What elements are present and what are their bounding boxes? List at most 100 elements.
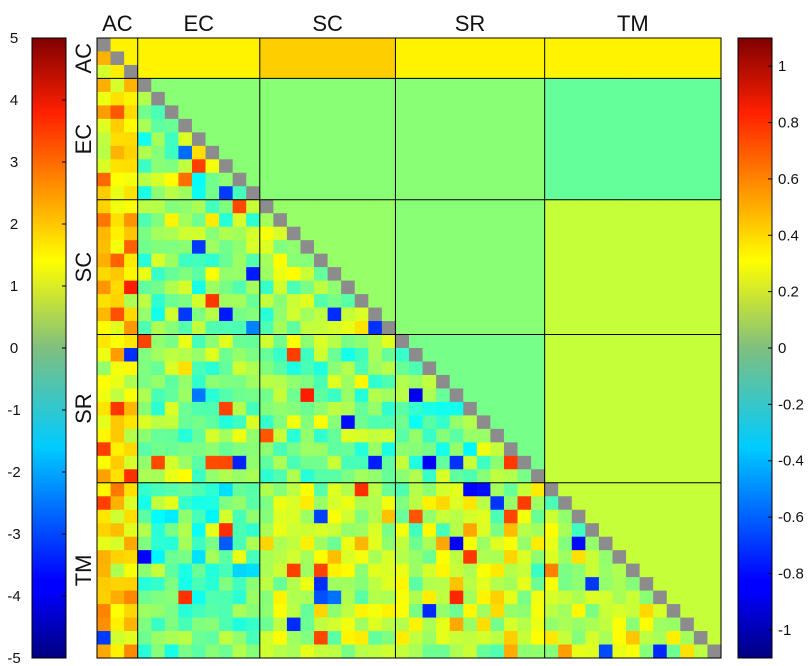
- element-cell: [137, 415, 152, 430]
- element-cell: [327, 604, 342, 619]
- block-mean-cell: [571, 361, 586, 376]
- element-cell: [259, 401, 274, 416]
- element-cell: [219, 280, 234, 295]
- diagonal-cell: [531, 469, 546, 484]
- element-cell: [219, 186, 234, 201]
- block-mean-cell: [409, 226, 424, 241]
- block-mean-cell: [598, 523, 614, 538]
- block-mean-cell: [544, 91, 559, 106]
- element-cell: [300, 321, 315, 336]
- element-cell: [124, 496, 139, 511]
- block-mean-cell: [395, 132, 410, 147]
- element-cell: [314, 294, 329, 309]
- element-cell: [97, 132, 112, 147]
- left-tick-label: 2: [10, 216, 18, 233]
- block-mean-cell: [626, 226, 641, 241]
- block-mean-cell: [653, 159, 668, 174]
- element-cell: [178, 644, 193, 659]
- element-cell: [151, 172, 166, 187]
- element-cell: [476, 428, 491, 443]
- block-mean-cell: [693, 617, 709, 632]
- element-cell: [395, 428, 410, 443]
- element-cell: [463, 523, 478, 538]
- element-cell: [137, 105, 152, 120]
- element-cell: [490, 590, 505, 605]
- element-cell: [110, 604, 125, 619]
- block-mean-cell: [544, 321, 559, 336]
- element-cell: [368, 496, 383, 511]
- block-mean-cell: [680, 361, 695, 376]
- element-cell: [327, 280, 342, 295]
- element-cell: [517, 469, 532, 484]
- element-cell: [544, 604, 559, 619]
- element-cell: [110, 455, 125, 470]
- block-mean-cell: [314, 186, 329, 201]
- block-mean-cell: [476, 64, 491, 80]
- block-mean-cell: [219, 118, 234, 133]
- block-mean-cell: [354, 253, 369, 268]
- block-mean-cell: [490, 226, 505, 241]
- block-mean-cell: [341, 78, 356, 93]
- block-mean-cell: [544, 307, 559, 322]
- element-cell: [395, 482, 410, 497]
- element-cell: [503, 590, 519, 605]
- element-cell: [259, 334, 274, 349]
- block-mean-cell: [612, 240, 627, 255]
- block-mean-cell: [503, 199, 519, 214]
- block-mean-cell: [409, 321, 424, 336]
- element-cell: [164, 159, 179, 174]
- block-mean-cell: [653, 442, 668, 457]
- element-cell: [314, 321, 329, 336]
- block-mean-cell: [395, 105, 410, 120]
- element-cell: [395, 604, 410, 619]
- block-mean-cell: [368, 132, 383, 147]
- element-cell: [205, 563, 220, 578]
- element-cell: [666, 644, 681, 659]
- element-cell: [422, 469, 437, 484]
- element-cell: [585, 536, 600, 551]
- block-mean-cell: [558, 401, 573, 416]
- block-mean-cell: [707, 401, 722, 416]
- block-mean-cell: [680, 523, 695, 538]
- element-cell: [110, 172, 125, 187]
- block-mean-cell: [693, 280, 709, 295]
- element-cell: [571, 590, 586, 605]
- element-cell: [409, 617, 424, 632]
- block-mean-cell: [612, 186, 627, 201]
- block-mean-cell: [436, 213, 451, 228]
- element-cell: [286, 267, 302, 282]
- block-mean-cell: [381, 159, 397, 174]
- element-cell: [232, 536, 247, 551]
- element-cell: [571, 577, 586, 592]
- block-mean-cell: [205, 91, 220, 106]
- element-cell: [151, 617, 166, 632]
- block-mean-cell: [585, 64, 600, 80]
- element-cell: [273, 388, 288, 403]
- block-mean-cell: [205, 51, 220, 66]
- element-cell: [273, 415, 288, 430]
- element-cell: [219, 563, 234, 578]
- block-mean-cell: [422, 213, 437, 228]
- element-cell: [151, 374, 166, 390]
- element-cell: [409, 590, 424, 605]
- block-mean-cell: [436, 294, 451, 309]
- block-mean-cell: [653, 536, 668, 551]
- element-cell: [341, 509, 356, 524]
- element-cell: [246, 267, 261, 282]
- element-cell: [137, 550, 152, 565]
- element-cell: [110, 374, 125, 390]
- element-cell: [259, 361, 274, 376]
- element-cell: [232, 523, 247, 538]
- block-mean-cell: [585, 132, 600, 147]
- block-mean-cell: [544, 132, 559, 147]
- element-cell: [436, 523, 451, 538]
- block-mean-cell: [490, 415, 505, 430]
- block-mean-cell: [531, 455, 546, 470]
- element-cell: [246, 469, 261, 484]
- element-cell: [544, 523, 559, 538]
- block-mean-cell: [300, 132, 315, 147]
- block-mean-cell: [558, 199, 573, 214]
- element-cell: [409, 388, 424, 403]
- element-cell: [300, 469, 315, 484]
- block-mean-cell: [476, 294, 491, 309]
